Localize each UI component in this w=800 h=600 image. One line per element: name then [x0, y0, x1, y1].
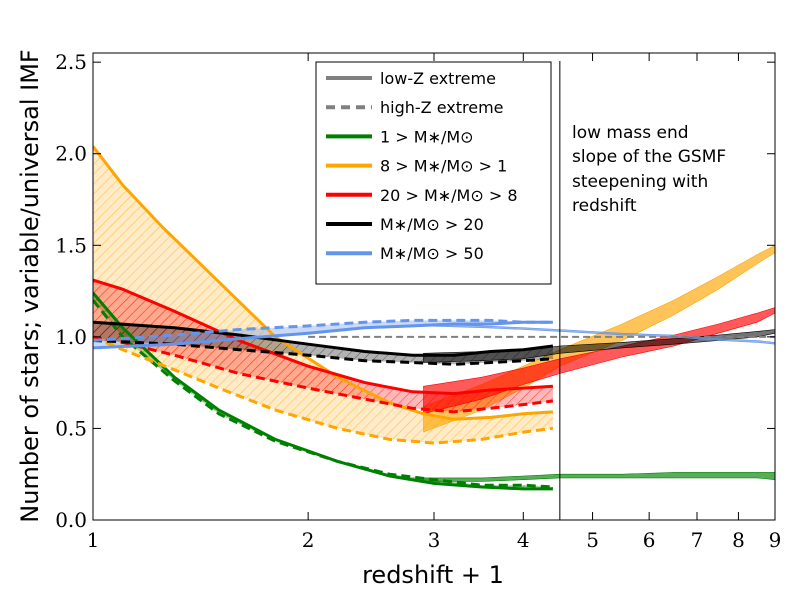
x-tick-label: 5 — [586, 528, 599, 552]
band-extended-1-m-msun — [423, 472, 775, 482]
annotation-line: slope of the GSMF — [572, 147, 726, 167]
legend-label: M∗/M⊙ > 20 — [380, 215, 484, 234]
line-low-z-1-m-msun — [93, 291, 553, 491]
annotation-line: redshift — [572, 196, 637, 216]
y-tick-label: 2.5 — [55, 50, 87, 74]
x-tick-label: 1 — [87, 528, 100, 552]
legend: low-Z extreme high-Z extreme 1 > M∗/M⊙ 8 > … — [315, 61, 552, 285]
y-tick-label: 0.5 — [55, 416, 87, 440]
line-low-z-8-m-msun-1 — [93, 145, 553, 421]
line-low-z-20-m-msun-8 — [93, 278, 553, 396]
x-tick-label: 7 — [691, 528, 704, 552]
x-tick-label: 8 — [732, 528, 745, 552]
legend-label: 20 > M∗/M⊙ > 8 — [380, 186, 518, 205]
axis-ticks: 0.0 0.5 1.0 1.5 2.0 2.5 1 2 3 4 5 6 7 8 9 — [55, 50, 781, 552]
x-tick-label: 2 — [302, 528, 315, 552]
x-tick-label: 3 — [428, 528, 441, 552]
legend-label: 8 > M∗/M⊙ > 1 — [380, 157, 507, 176]
legend-box — [315, 61, 552, 285]
y-tick-label: 1.5 — [55, 233, 87, 257]
x-tick-label: 6 — [643, 528, 656, 552]
annotation-line: low mass end — [572, 123, 689, 143]
y-tick-label: 0.0 — [55, 508, 87, 532]
line-high-z-m-msun-20 — [93, 339, 553, 366]
line-low-z-m-msun-50 — [93, 320, 553, 350]
series-lines — [93, 145, 775, 491]
legend-label: M∗/M⊙ > 50 — [380, 244, 484, 263]
legend-label: high-Z extreme — [380, 98, 504, 117]
annotation-line: steepening with — [572, 172, 708, 192]
band-8-m-msun-1 — [93, 146, 553, 444]
y-axis-label: Number of stars; variable/universal IMF — [16, 49, 44, 522]
x-axis-label: redshift + 1 — [362, 561, 504, 589]
y-tick-label: 1.0 — [55, 325, 87, 349]
y-tick-label: 2.0 — [55, 142, 87, 166]
x-tick-label: 9 — [769, 528, 782, 552]
legend-label: 1 > M∗/M⊙ — [380, 127, 474, 146]
annotation-text: low mass end slope of the GSMF steepenin… — [572, 123, 726, 216]
legend-label: low-Z extreme — [380, 69, 496, 88]
line-high-z-8-m-msun-1 — [93, 335, 554, 445]
line-high-z-m-msun-50 — [93, 318, 553, 342]
x-tick-label: 4 — [517, 528, 530, 552]
